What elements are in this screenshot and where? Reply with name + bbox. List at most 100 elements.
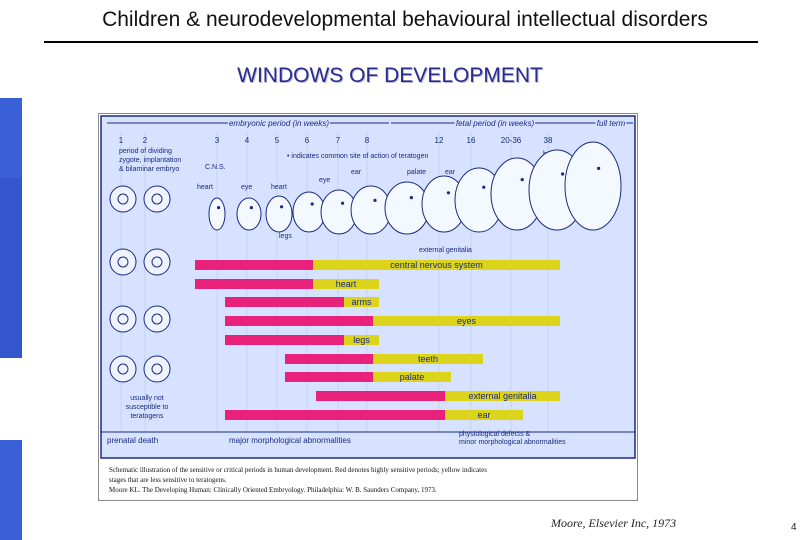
bar-red-1 — [195, 260, 313, 270]
not-susceptible-line: susceptible to — [126, 404, 169, 411]
figure-caption-line: stages that are less sensitive to terato… — [109, 476, 227, 484]
bar-red-7 — [285, 372, 373, 382]
bar-label-1: central nervous system — [390, 260, 483, 270]
zygote-drawing-1 — [109, 185, 137, 213]
week-label: 16 — [467, 136, 476, 145]
bar-yellow-3 — [344, 297, 379, 307]
embryo-drawing-1 — [208, 197, 226, 231]
zygote-drawing-3 — [109, 248, 137, 276]
embryo-eye-dot — [310, 202, 314, 206]
organ-label: heart — [197, 184, 213, 191]
embryo-eye-dot — [409, 196, 413, 200]
bar-yellow-7 — [373, 372, 451, 382]
zygote-drawing-7 — [109, 355, 137, 383]
page-number: 4 — [791, 522, 797, 533]
not-susceptible-line: usually not — [130, 395, 164, 402]
footer-major-abnormalities: major morphological abnormalities — [229, 436, 351, 445]
zygote-drawing-5 — [109, 305, 137, 333]
week-label: 1 — [119, 136, 124, 145]
organ-label: eye — [319, 177, 330, 184]
organ-label: legs — [279, 233, 292, 240]
organ-label: eye — [241, 184, 252, 191]
bar-label-3: arms — [352, 297, 372, 307]
embryo-eye-dot — [520, 178, 524, 182]
bar-red-8 — [316, 391, 445, 401]
week-label: 8 — [365, 136, 370, 145]
zygote-drawing-6 — [143, 305, 171, 333]
period-label-fetal: fetal period (in weeks) — [456, 119, 535, 128]
bar-label-2: heart — [336, 279, 357, 289]
embryo-eye-dot — [561, 172, 565, 176]
bar-red-3 — [225, 297, 344, 307]
zygote-drawing-4 — [143, 248, 171, 276]
bar-label-4: eyes — [457, 316, 477, 326]
not-susceptible-line: teratogens — [130, 413, 164, 420]
bar-label-5: legs — [353, 335, 370, 345]
bar-label-8: external genitalia — [468, 391, 536, 401]
week-label: 4 — [245, 136, 250, 145]
embryo-drawing-3 — [265, 195, 293, 233]
title-divider — [44, 41, 758, 43]
embryo-drawing-4 — [292, 191, 326, 233]
zygote-inner-ring — [117, 256, 129, 268]
embryo-eye-dot — [280, 205, 284, 209]
week-label: 20-36 — [501, 136, 522, 145]
embryo-eye-dot — [341, 201, 345, 205]
bar-yellow-6 — [373, 354, 483, 364]
bar-yellow-4 — [373, 316, 560, 326]
figure-canvas: embryonic period (in weeks) fetal period … — [100, 115, 636, 494]
bar-label-7: palate — [400, 372, 425, 382]
period-label-full_term: full term — [597, 119, 626, 128]
slide-subtitle: WINDOWS OF DEVELOPMENT — [237, 64, 543, 87]
left-note-line: period of dividing — [119, 148, 172, 155]
bar-red-4 — [225, 316, 373, 326]
bar-yellow-9 — [445, 410, 523, 420]
zygote-inner-ring — [151, 313, 163, 325]
week-label: 3 — [215, 136, 220, 145]
organ-label: palate — [407, 169, 426, 176]
citation: Moore, Elsevier Inc, 1973 — [551, 516, 677, 530]
week-label: 12 — [435, 136, 444, 145]
teratogen-note: • indicates common site of action of ter… — [287, 153, 428, 160]
footer-prenatal-death: prenatal death — [107, 436, 158, 445]
bar-label-6: teeth — [418, 354, 438, 364]
week-label: 2 — [143, 136, 148, 145]
embryo-eye-dot — [373, 198, 377, 202]
bar-red-5 — [225, 335, 344, 345]
slide-title: Children & neurodevelopmental behavioura… — [102, 8, 708, 31]
organ-label: C.N.S. — [205, 164, 226, 171]
week-label: 38 — [544, 136, 553, 145]
zygote-drawing-8 — [143, 355, 171, 383]
figure-caption-line: Schematic illustration of the sensitive … — [109, 466, 487, 474]
period-label-embryonic: embryonic period (in weeks) — [229, 119, 329, 128]
embryo-eye-dot — [482, 185, 486, 189]
embryo-eye-dot — [446, 191, 450, 195]
left-note-line: & bilaminar embryo — [119, 166, 179, 173]
bar-yellow-5 — [344, 335, 379, 345]
organ-label: ear — [351, 169, 362, 176]
week-label: 6 — [305, 136, 310, 145]
development-windows-figure: embryonic period (in weeks) fetal period … — [98, 113, 638, 501]
zygote-inner-ring — [151, 256, 163, 268]
zygote-inner-ring — [151, 363, 163, 375]
figure-caption-line: Moore KL. The Developing Human: Clinical… — [109, 486, 437, 494]
bar-yellow-2 — [313, 279, 379, 289]
bar-yellow-8 — [445, 391, 560, 401]
week-label: 7 — [336, 136, 341, 145]
side-accent-block-bottom — [0, 440, 22, 540]
organ-label: ear — [445, 169, 456, 176]
embryo-eye-dot — [249, 206, 253, 210]
embryo-eye-dot — [217, 206, 221, 210]
footer-minor-line: minor morphological abnormalities — [459, 439, 566, 446]
embryo-eye-dot — [597, 166, 601, 170]
bar-red-6 — [285, 354, 373, 364]
bar-red-9 — [225, 410, 445, 420]
zygote-inner-ring — [117, 313, 129, 325]
zygote-inner-ring — [117, 193, 129, 205]
bar-red-2 — [195, 279, 313, 289]
organ-label: external genitalia — [419, 247, 472, 254]
left-note-line: zygote, implantation — [119, 157, 181, 164]
footer-minor-line: physiological defects & — [459, 431, 531, 438]
zygote-inner-ring — [151, 193, 163, 205]
bar-yellow-1 — [313, 260, 560, 270]
